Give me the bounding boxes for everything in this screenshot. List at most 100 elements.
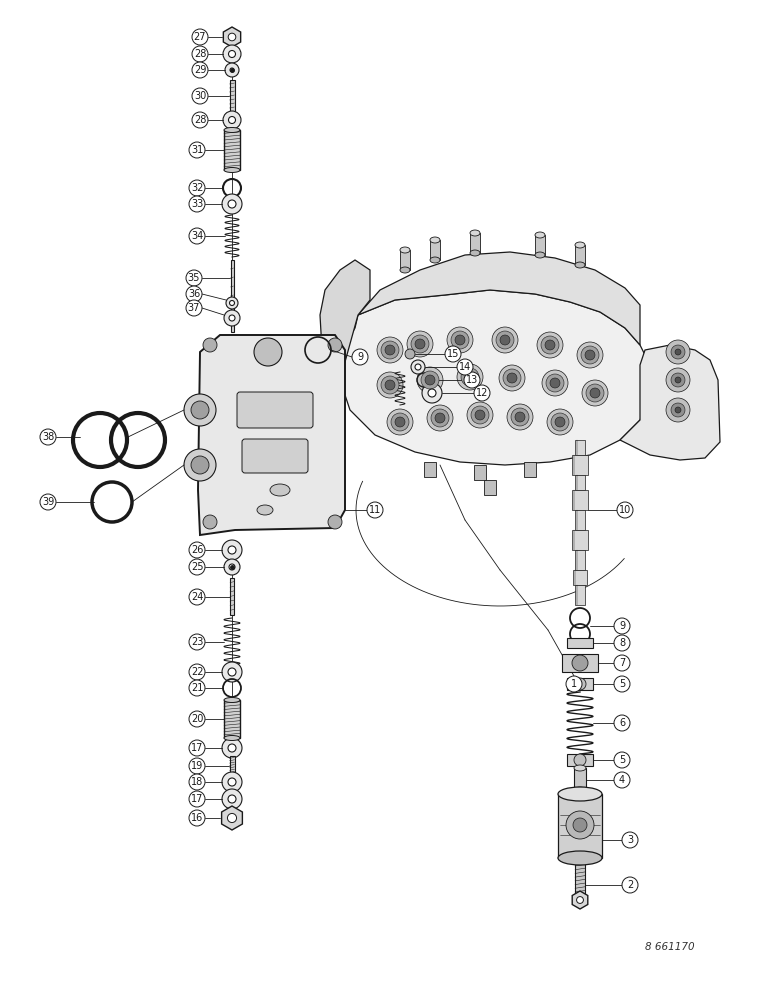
Circle shape	[457, 359, 473, 375]
Circle shape	[590, 388, 600, 398]
Text: 1: 1	[571, 679, 577, 689]
Circle shape	[550, 378, 560, 388]
Circle shape	[547, 409, 573, 435]
FancyBboxPatch shape	[237, 392, 313, 428]
Circle shape	[496, 331, 514, 349]
Circle shape	[666, 340, 690, 364]
Ellipse shape	[400, 247, 410, 253]
Circle shape	[555, 417, 565, 427]
Text: 13: 13	[466, 375, 478, 385]
Circle shape	[503, 369, 521, 387]
Circle shape	[367, 502, 383, 518]
Text: 28: 28	[194, 49, 206, 59]
Text: 30: 30	[194, 91, 206, 101]
Circle shape	[622, 832, 638, 848]
Circle shape	[574, 754, 586, 766]
Circle shape	[507, 373, 517, 383]
Circle shape	[189, 559, 205, 575]
Polygon shape	[320, 260, 370, 380]
Ellipse shape	[224, 698, 240, 702]
Bar	[231, 260, 233, 332]
Bar	[575, 245, 585, 265]
Circle shape	[189, 740, 205, 756]
Ellipse shape	[470, 230, 480, 236]
Circle shape	[499, 365, 525, 391]
Text: 2: 2	[627, 880, 633, 890]
Circle shape	[222, 738, 242, 758]
Circle shape	[425, 375, 435, 385]
Ellipse shape	[224, 736, 240, 740]
Circle shape	[617, 502, 633, 518]
Circle shape	[224, 310, 240, 326]
Text: 3: 3	[627, 835, 633, 845]
Circle shape	[192, 29, 208, 45]
Circle shape	[614, 676, 630, 692]
Ellipse shape	[257, 505, 273, 515]
Bar	[224, 130, 240, 170]
Circle shape	[474, 385, 490, 401]
Ellipse shape	[430, 257, 440, 263]
Circle shape	[675, 407, 681, 413]
Circle shape	[415, 339, 425, 349]
Circle shape	[223, 45, 241, 63]
Circle shape	[222, 194, 242, 214]
Ellipse shape	[558, 851, 602, 865]
Circle shape	[184, 449, 216, 481]
Text: 39: 39	[42, 497, 54, 507]
Circle shape	[507, 404, 533, 430]
Circle shape	[222, 540, 242, 560]
Text: 35: 35	[188, 273, 200, 283]
Text: 11: 11	[369, 505, 381, 515]
Circle shape	[614, 655, 630, 671]
Polygon shape	[198, 335, 345, 535]
Bar	[567, 754, 593, 766]
Circle shape	[229, 116, 235, 123]
Circle shape	[585, 350, 595, 360]
Text: 29: 29	[194, 65, 206, 75]
Polygon shape	[358, 252, 640, 345]
Text: 24: 24	[191, 592, 203, 602]
Ellipse shape	[535, 252, 545, 258]
Text: 25: 25	[191, 562, 203, 572]
Circle shape	[186, 286, 202, 302]
Circle shape	[40, 494, 56, 510]
Circle shape	[415, 364, 421, 370]
Circle shape	[230, 68, 234, 72]
Circle shape	[515, 412, 525, 422]
Circle shape	[189, 758, 205, 774]
Circle shape	[566, 811, 594, 839]
Bar	[575, 510, 585, 530]
Circle shape	[229, 564, 235, 570]
Circle shape	[407, 331, 433, 357]
Bar	[573, 570, 587, 585]
Bar	[229, 80, 235, 112]
Polygon shape	[222, 806, 242, 830]
Circle shape	[492, 327, 518, 353]
Circle shape	[328, 515, 342, 529]
Text: 5: 5	[619, 755, 625, 765]
Bar	[575, 585, 585, 605]
Circle shape	[573, 818, 587, 832]
Circle shape	[222, 662, 242, 682]
Circle shape	[537, 332, 563, 358]
Circle shape	[229, 33, 235, 41]
Bar	[575, 863, 585, 895]
Circle shape	[228, 200, 236, 208]
Circle shape	[203, 338, 217, 352]
Circle shape	[225, 63, 239, 77]
Circle shape	[542, 370, 568, 396]
Text: 19: 19	[191, 761, 203, 771]
Circle shape	[614, 752, 630, 768]
Bar	[424, 462, 436, 477]
Bar	[574, 768, 586, 790]
Circle shape	[222, 772, 242, 792]
Circle shape	[40, 429, 56, 445]
Text: 38: 38	[42, 432, 54, 442]
Circle shape	[189, 180, 205, 196]
Text: 27: 27	[194, 32, 206, 42]
Circle shape	[352, 349, 368, 365]
Circle shape	[191, 401, 209, 419]
Circle shape	[191, 456, 209, 474]
Polygon shape	[223, 27, 241, 47]
Text: 15: 15	[447, 349, 459, 359]
